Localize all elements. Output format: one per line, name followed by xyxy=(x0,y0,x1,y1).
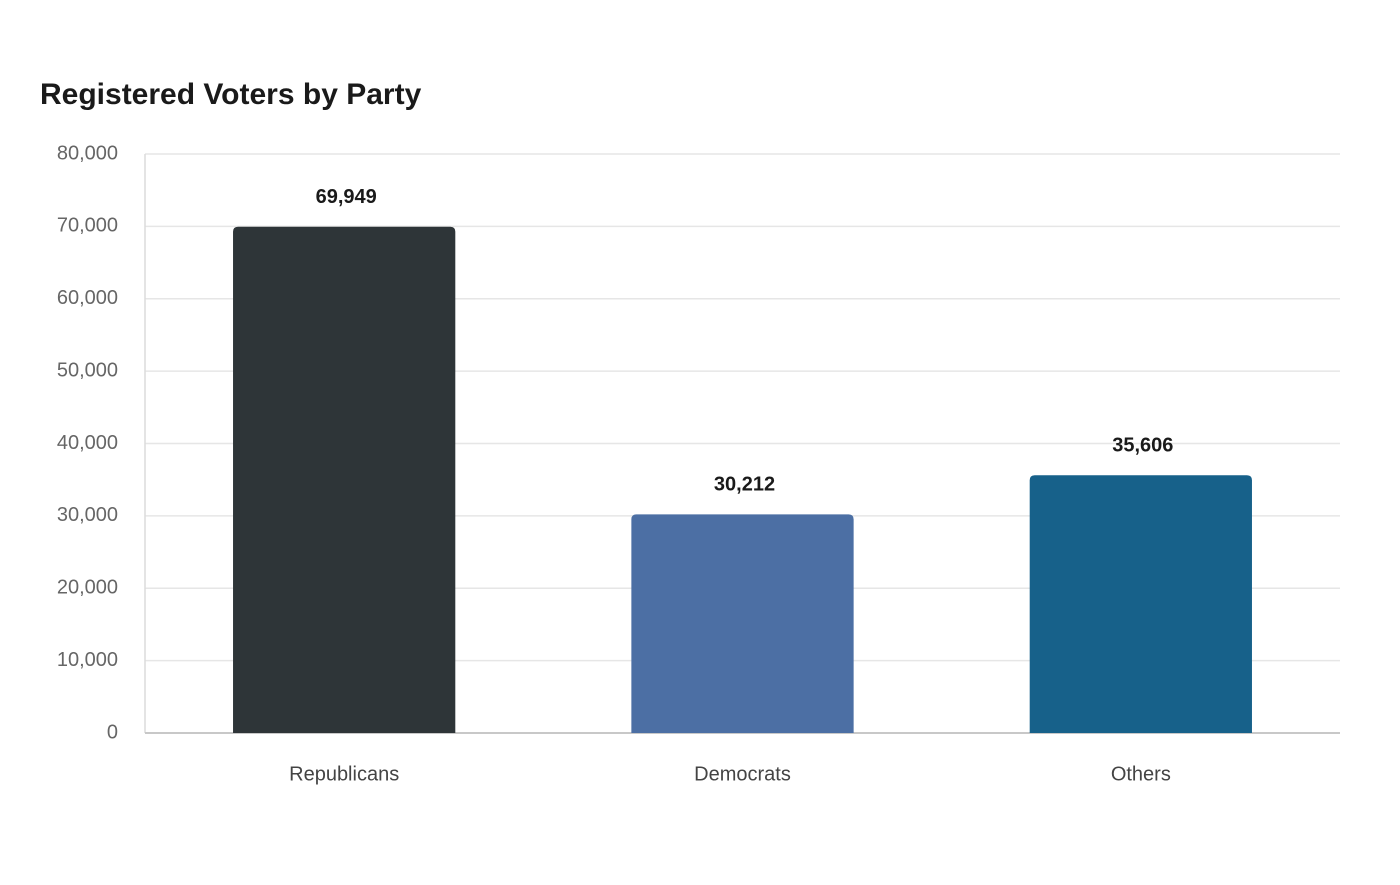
y-tick-label: 80,000 xyxy=(57,142,118,164)
bar xyxy=(233,226,456,733)
y-tick-label: 0 xyxy=(107,721,118,743)
y-tick-label: 60,000 xyxy=(57,287,118,309)
bar xyxy=(631,514,854,733)
y-tick-label: 20,000 xyxy=(57,577,118,599)
value-label: 69,949 xyxy=(316,186,377,208)
value-label: 30,212 xyxy=(714,474,775,496)
x-tick-label: Republicans xyxy=(289,763,399,785)
bar xyxy=(1029,475,1252,733)
y-tick-label: 30,000 xyxy=(57,504,118,526)
y-tick-label: 70,000 xyxy=(57,215,118,237)
chart-title: Registered Voters by Party xyxy=(40,78,422,111)
y-tick-label: 40,000 xyxy=(57,432,118,454)
x-tick-label: Others xyxy=(1111,763,1171,785)
value-label: 35,606 xyxy=(1112,435,1173,457)
x-tick-label: Democrats xyxy=(694,763,791,785)
y-tick-label: 50,000 xyxy=(57,359,118,381)
y-tick-label: 10,000 xyxy=(57,649,118,671)
